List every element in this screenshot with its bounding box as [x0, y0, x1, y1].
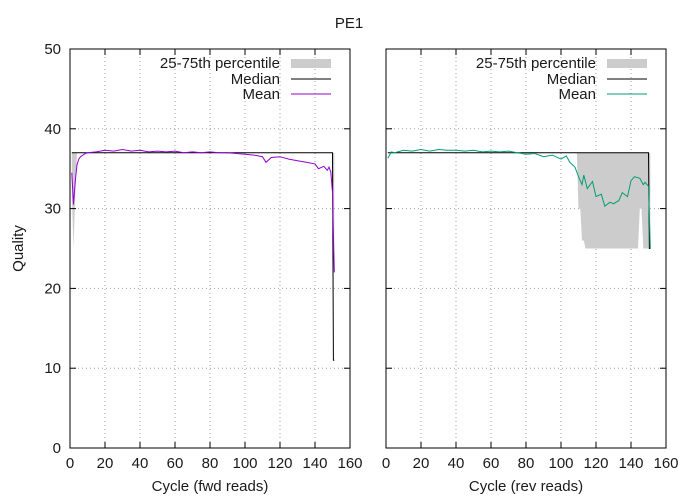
- legend-label: Mean: [558, 86, 596, 103]
- x-tick-label: 0: [382, 455, 390, 472]
- x-tick-label: 80: [518, 455, 535, 472]
- mean-line: [71, 148, 335, 273]
- y-tick-label: 0: [53, 440, 61, 457]
- x-tick-label: 40: [132, 455, 149, 472]
- iqr-band: [71, 152, 335, 249]
- median-line: [71, 152, 335, 361]
- x-axis-label: Cycle (fwd reads): [152, 478, 269, 495]
- x-tick-label: 100: [548, 455, 573, 472]
- y-tick-label: 30: [44, 201, 61, 218]
- x-tick-label: 20: [97, 455, 114, 472]
- y-tick-label: 10: [44, 360, 61, 377]
- x-tick-label: 60: [167, 455, 184, 472]
- mean-line: [387, 148, 651, 249]
- figure-title: PE1: [335, 15, 363, 32]
- fwd-quality-panel: 0 20 40 60 80 100 120 140 160 0 10 20 30 40 50 Cycle (f…: [10, 41, 363, 495]
- x-tick-label: 40: [448, 455, 465, 472]
- plot-frame: [385, 48, 667, 449]
- legend-label: 25-75th percentile: [476, 55, 596, 72]
- x-tick-label: 140: [302, 455, 327, 472]
- rev-quality-panel: 0 20 40 60 80 100 120 140 160 Cycle (rev reads) 25…: [382, 48, 679, 495]
- y-tick-label: 20: [44, 280, 61, 297]
- legend-swatch-iqr: [607, 59, 647, 68]
- x-tick-label: 0: [66, 455, 74, 472]
- x-tick-label: 60: [483, 455, 500, 472]
- x-tick-label: 160: [653, 455, 678, 472]
- x-tick-label: 160: [337, 455, 362, 472]
- x-tick-label: 120: [583, 455, 608, 472]
- legend-label: Median: [231, 71, 280, 88]
- x-axis-label: Cycle (rev reads): [469, 478, 583, 495]
- y-axis-label: Quality: [10, 225, 27, 272]
- x-tick-label: 120: [267, 455, 292, 472]
- x-tick-label: 140: [618, 455, 643, 472]
- legend-label: Median: [547, 71, 596, 88]
- plot-frame: [69, 48, 351, 449]
- x-tick-label: 80: [202, 455, 219, 472]
- y-tick-label: 50: [44, 41, 61, 58]
- iqr-band: [576, 152, 651, 249]
- legend-label: 25-75th percentile: [160, 55, 280, 72]
- y-tick-label: 40: [44, 121, 61, 138]
- x-tick-label: 100: [232, 455, 257, 472]
- x-tick-label: 20: [413, 455, 430, 472]
- legend-label: Mean: [242, 86, 280, 103]
- legend-swatch-iqr: [291, 59, 331, 68]
